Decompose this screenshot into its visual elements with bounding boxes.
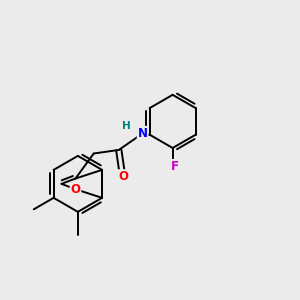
Text: O: O <box>119 170 129 183</box>
Text: O: O <box>70 183 80 196</box>
Text: F: F <box>171 160 179 173</box>
Text: H: H <box>122 121 131 131</box>
Text: N: N <box>138 127 148 140</box>
